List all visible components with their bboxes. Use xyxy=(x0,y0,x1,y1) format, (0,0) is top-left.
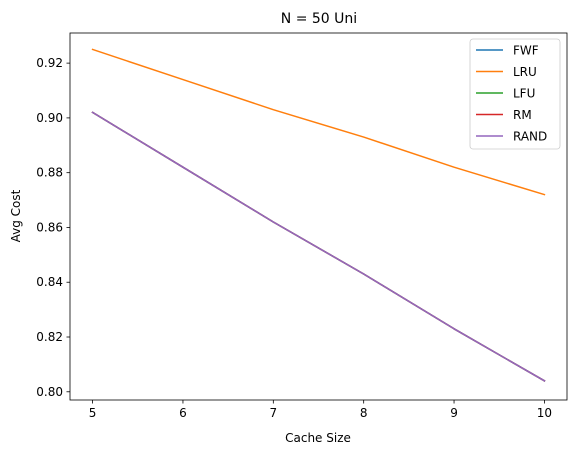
y-axis-ticks: 0.80 0.82 0.84 0.86 0.88 0.90 0.92 xyxy=(36,56,70,399)
x-tick-label: 10 xyxy=(537,406,552,420)
y-axis-label: Avg Cost xyxy=(9,189,23,242)
y-tick-label: 0.82 xyxy=(36,330,63,344)
x-tick-label: 6 xyxy=(179,406,187,420)
y-tick-label: 0.90 xyxy=(36,111,63,125)
y-tick-label: 0.88 xyxy=(36,166,63,180)
x-tick-label: 8 xyxy=(360,406,368,420)
x-axis-label: Cache Size xyxy=(285,431,351,445)
legend: FWF LRU LFU RM RAND xyxy=(469,38,561,150)
series-line-rand xyxy=(91,111,546,382)
legend-label-lru: LRU xyxy=(513,65,537,79)
x-tick-label: 7 xyxy=(269,406,277,420)
legend-label-rm: RM xyxy=(513,108,532,122)
series-line-lru xyxy=(91,48,546,196)
x-tick-label: 5 xyxy=(89,406,97,420)
legend-label-fwf: FWF xyxy=(513,44,539,58)
chart-title: N = 50 Uni xyxy=(281,11,357,27)
legend-label-rand: RAND xyxy=(513,130,547,144)
y-tick-label: 0.86 xyxy=(36,220,63,234)
y-tick-label: 0.92 xyxy=(36,56,63,70)
y-tick-label: 0.80 xyxy=(36,385,63,399)
x-axis-ticks: 5 6 7 8 9 10 xyxy=(89,400,552,420)
x-tick-label: 9 xyxy=(450,406,458,420)
legend-label-lfu: LFU xyxy=(513,87,535,101)
plot-lines xyxy=(91,48,546,382)
y-tick-label: 0.84 xyxy=(36,275,63,289)
legend-box xyxy=(469,38,561,150)
plot-frame xyxy=(69,32,568,401)
